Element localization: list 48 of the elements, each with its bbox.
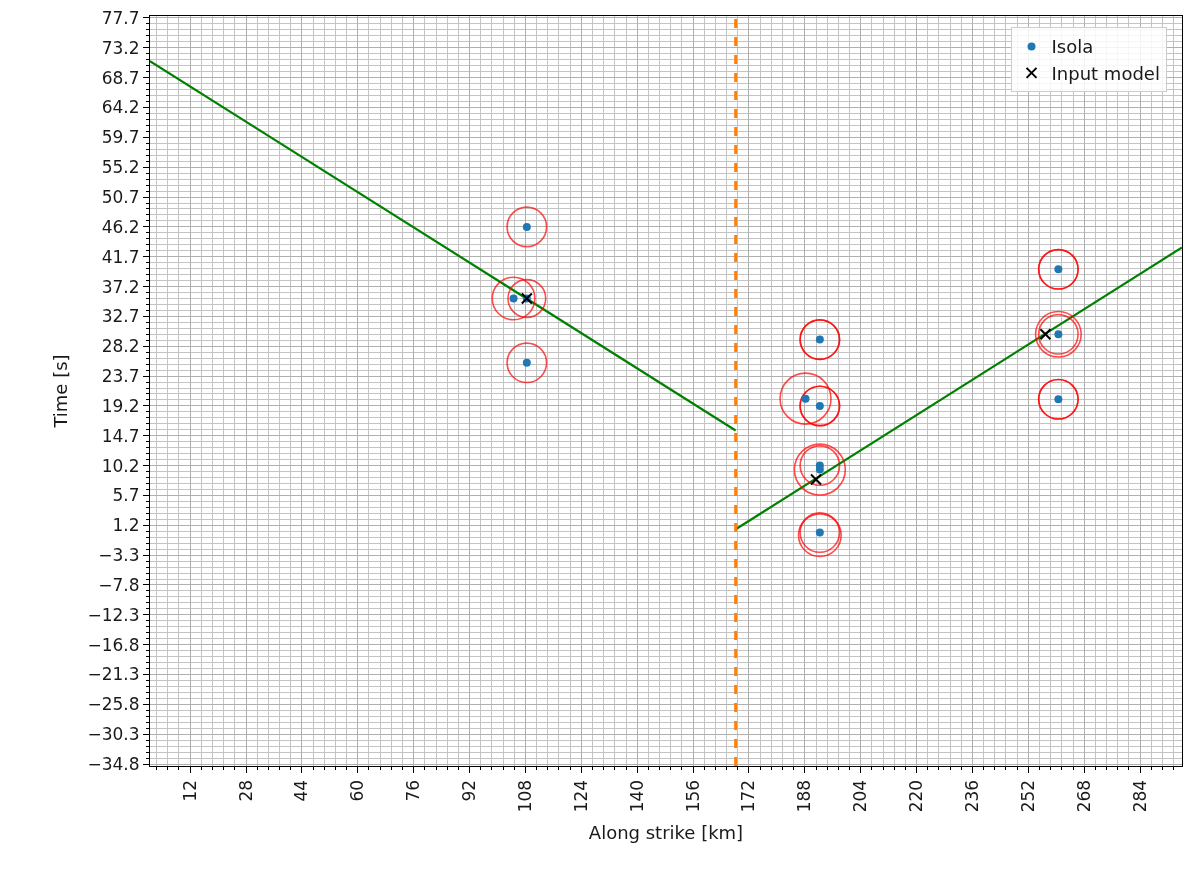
y-tick-label: 41.7: [101, 246, 140, 267]
legend-label: Input model: [1051, 62, 1160, 84]
y-tick-label: 68.7: [101, 67, 140, 88]
y-tick-label: 46.2: [101, 216, 140, 237]
x-tick-label: 188: [794, 779, 815, 813]
y-tick-label: 32.7: [101, 306, 140, 327]
y-tick-label: 28.2: [101, 336, 140, 357]
x-tick-label: 220: [906, 779, 927, 813]
y-tick-label: 19.2: [101, 395, 140, 416]
y-tick-label: 14.7: [101, 425, 140, 446]
x-tick-label: 140: [626, 779, 647, 813]
y-tick-label: −25.8: [87, 694, 140, 715]
y-tick-label: −12.3: [87, 604, 140, 625]
y-tick-label: −34.8: [87, 753, 140, 774]
x-tick-label: 284: [1129, 779, 1150, 813]
legend-label: Isola: [1051, 36, 1094, 58]
y-tick-label: 73.2: [101, 37, 140, 58]
x-tick-label: 92: [459, 779, 480, 802]
x-tick-label: 44: [291, 779, 312, 802]
x-tick-label: 124: [570, 779, 591, 813]
y-tick-label: 37.2: [101, 276, 140, 297]
x-tick-label: 252: [1017, 779, 1038, 813]
y-tick-label: 77.7: [101, 7, 140, 28]
y-tick-label: 10.2: [101, 455, 140, 476]
x-tick-label: 172: [738, 779, 759, 813]
y-tick-label: −30.3: [87, 724, 140, 745]
x-tick-label: 108: [514, 779, 535, 813]
x-tick-label: 76: [403, 779, 424, 802]
y-tick-label: −21.3: [87, 664, 140, 685]
x-tick-label: 268: [1073, 779, 1094, 813]
y-tick-label: 59.7: [101, 127, 140, 148]
y-tick-label: 50.7: [101, 186, 140, 207]
x-tick-label: 236: [961, 779, 982, 813]
y-tick-label: −3.3: [98, 545, 140, 566]
y-tick-label: 5.7: [112, 485, 140, 506]
y-tick-label: −7.8: [98, 574, 140, 595]
x-tick-label: 156: [682, 779, 703, 813]
x-axis-title: Along strike [km]: [588, 822, 744, 844]
x-tick-label: 204: [850, 779, 871, 813]
y-tick-label: 1.2: [112, 515, 140, 536]
x-tick-label: 12: [179, 779, 200, 802]
y-tick-label: 64.2: [101, 97, 140, 118]
x-tick-label: 60: [347, 779, 368, 802]
y-tick-label: 23.7: [101, 366, 140, 387]
x-tick-label: 28: [235, 779, 256, 802]
y-tick-label: 55.2: [101, 157, 140, 178]
y-tick-label: −16.8: [87, 634, 140, 655]
y-axis-title: Time [s]: [49, 354, 71, 429]
